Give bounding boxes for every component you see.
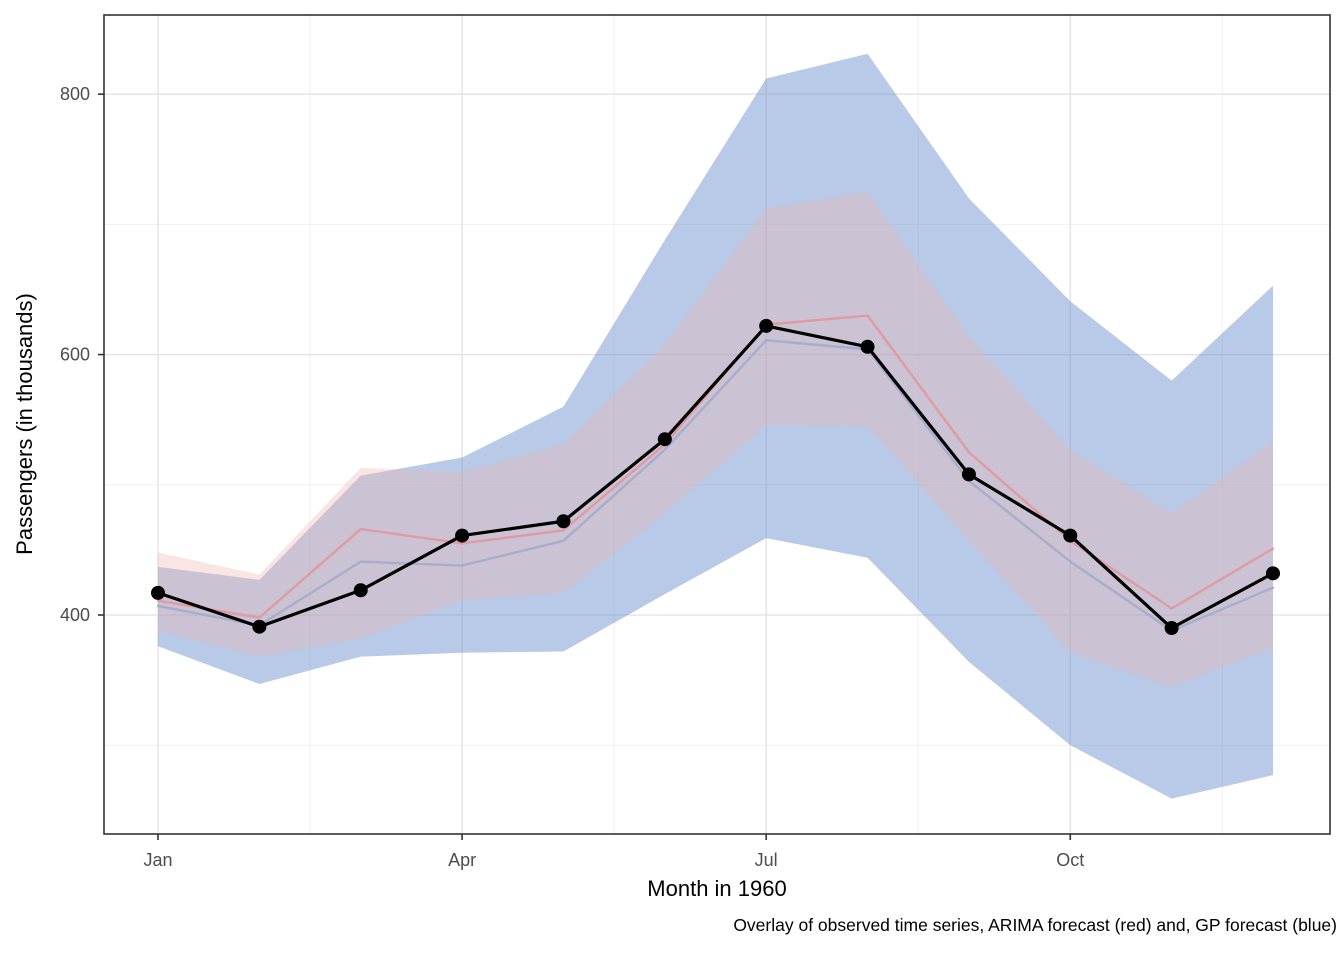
x-axis-title: Month in 1960 — [647, 876, 786, 901]
minor-gridlines — [104, 15, 1330, 834]
observed-point — [860, 339, 875, 354]
y-tick-label: 600 — [60, 345, 90, 365]
observed-point — [1164, 621, 1179, 636]
observed-point — [759, 318, 774, 333]
caption: Overlay of observed time series, ARIMA f… — [733, 915, 1337, 935]
x-tick-label: Jul — [755, 850, 778, 870]
x-tick-label: Oct — [1056, 850, 1084, 870]
gp-forecast-line — [156, 339, 1275, 632]
observed-point — [455, 528, 470, 543]
observed-point — [556, 514, 571, 529]
major-gridlines — [104, 15, 1330, 834]
panel-border — [103, 14, 1331, 835]
gp-forecast-band — [158, 53, 1274, 799]
series-lines — [156, 314, 1275, 632]
axis-tick-labels: 400 600 800 Jan Apr Jul Oct — [60, 84, 1084, 870]
observed-line — [156, 324, 1275, 630]
y-tick-label: 400 — [60, 605, 90, 625]
arima-forecast-band — [158, 191, 1274, 687]
y-axis-title: Passengers (in thousands) — [12, 293, 37, 555]
observed-points — [151, 318, 1281, 636]
observed-point — [151, 585, 165, 600]
y-tick-label: 800 — [60, 84, 90, 104]
observed-point — [961, 467, 976, 482]
observed-point — [1266, 566, 1281, 581]
observed-point — [657, 432, 672, 447]
x-tick-label: Apr — [448, 850, 476, 870]
x-tick-label: Jan — [143, 850, 172, 870]
observed-point — [252, 619, 267, 634]
forecast-bands — [158, 53, 1274, 799]
observed-point — [353, 583, 368, 598]
observed-point — [1063, 528, 1078, 543]
axis-tick-marks — [98, 93, 1072, 840]
